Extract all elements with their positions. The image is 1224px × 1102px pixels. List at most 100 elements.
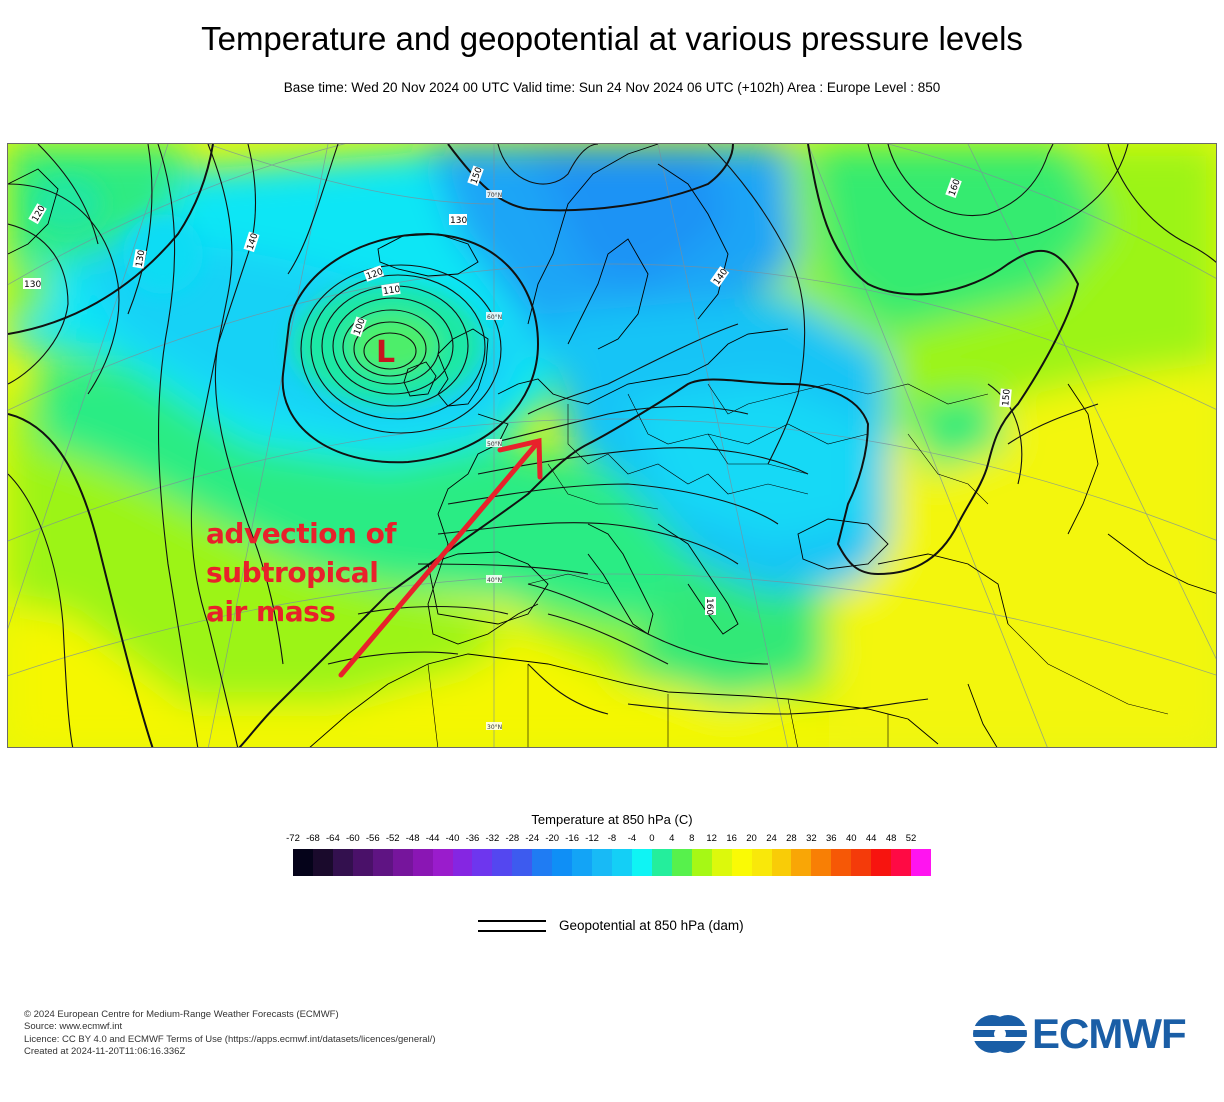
colorbar-swatch [592,849,612,876]
lat-label: 40°N [487,577,502,584]
ecmwf-logo-icon [972,1015,1028,1053]
colorbar-tick-label: -44 [425,833,440,844]
colorbar-tick-label: -48 [405,833,420,844]
contour-label: 130 [24,280,41,290]
colorbar [293,849,931,876]
colorbar-tick-label: -40 [445,833,460,844]
colorbar-tick-label: -60 [345,833,360,844]
annotation-line: air mass [206,595,336,628]
colorbar-swatch [691,849,712,876]
annotation-line: advection of [206,517,397,550]
contour-label: 130 [450,216,467,226]
colorbar-swatch [612,849,632,876]
colorbar-tick-label: -12 [585,833,599,844]
colorbar-swatch [771,849,792,876]
footer-created: Created at 2024-11-20T11:06:16.336Z [24,1045,186,1057]
geopotential-contours [8,144,1216,747]
map-svg: 150 130 140 130 120 110 100 130 140 160 … [8,144,1216,747]
annotation-line: subtropical [206,556,379,589]
lat-label: 30°N [487,724,502,731]
colorbar-tick-label: -32 [485,833,500,844]
footer-credits: © 2024 European Centre for Medium-Range … [24,1009,436,1058]
colorbar-tick-label: 20 [746,833,757,844]
colorbar-swatch [312,849,333,876]
colorbar-tick-label: -64 [326,833,340,844]
colorbar-tick-label: 40 [845,833,857,844]
colorbar-tick-label: -8 [607,833,617,844]
lat-label: 70°N [487,192,502,199]
colorbar-tick-label: 16 [726,833,737,844]
colorbar-swatch [532,849,553,876]
geopotential-legend-label: Geopotential at 850 hPa (dam) [559,918,744,933]
colorbar-tick-label: 8 [689,833,695,844]
colorbar-tick-label: -28 [505,833,520,844]
lat-label: 50°N [487,441,502,448]
advection-arrow [338,437,543,678]
footer-copyright: © 2024 European Centre for Medium-Range … [24,1009,339,1020]
colorbar-tick-label: 44 [865,833,877,844]
page-title: Temperature and geopotential at various … [201,20,1023,57]
colorbar-swatch [452,849,473,876]
colorbar-tick-label: 32 [806,833,817,844]
colorbar-swatch [392,849,413,876]
colorbar-swatch [851,849,872,876]
colorbar-swatch [412,849,433,876]
legend-line-swatch [478,930,546,932]
colorbar-tick-label: -24 [525,833,540,844]
ecmwf-logo: ECMWF [972,1010,1204,1057]
footer-licence: Licence: CC BY 4.0 and ECMWF Terms of Us… [24,1033,436,1045]
colorbar-swatch [631,849,652,876]
colorbar-swatch [572,849,593,876]
colorbar-tick-label: -56 [365,833,380,844]
colorbar-swatch [871,849,892,876]
colorbar-swatch [671,849,692,876]
colorbar-swatch [911,849,931,876]
colorbar-tick-label: 24 [766,833,777,844]
colorbar-swatch [332,849,353,876]
colorbar-swatch [651,849,672,876]
colorbar-swatch [512,849,533,876]
colorbar-swatch [492,849,513,876]
colorbar-swatch [472,849,493,876]
contour-label: 160 [704,598,714,615]
colorbar-tick-label: 0 [649,833,655,844]
colorbar-swatch [293,849,313,876]
colorbar-swatch [811,849,832,876]
colorbar-tick-label: -16 [565,833,579,844]
colorbar-swatch [731,849,752,876]
graticule [8,144,1216,747]
legend-line-swatch [478,920,546,922]
colorbar-tick-label: -52 [385,833,400,844]
colorbar-tick-label: -72 [286,833,300,844]
low-pressure-marker: L [376,335,395,370]
colorbar-title: Temperature at 850 hPa (C) [531,812,693,827]
colorbar-tick-label: -20 [545,833,560,844]
colorbar-swatch [352,849,373,876]
colorbar-tick-label: -68 [306,833,320,844]
colorbar-swatch [891,849,912,876]
colorbar-tick-label: 28 [786,833,797,844]
colorbar-swatch [432,849,453,876]
temperature-field [8,144,1216,747]
ecmwf-logo-text: ECMWF [1032,1010,1187,1057]
colorbar-tick-label: 52 [905,833,917,844]
colorbar-tick-label: 4 [669,833,675,844]
colorbar-tick-label: 12 [706,833,717,844]
footer-source: Source: www.ecmwf.int [24,1021,123,1033]
contour-label: 110 [383,285,402,297]
latitude-labels: 50°N 40°N 30°N 70°N 60°N [486,190,502,731]
colorbar-ticks: -72 -68 -64 -60 -56 -52 -48 -44 -40 -36 -32 -28 -24-… [283,833,943,847]
colorbar-swatch [751,849,772,876]
colorbar-tick-label: -4 [627,833,637,844]
colorbar-swatch [711,849,732,876]
colorbar-swatch [831,849,852,876]
page-subtitle: Base time: Wed 20 Nov 2024 00 UTC Valid … [283,80,941,95]
colorbar-tick-label: 36 [826,833,837,844]
geopotential-legend: Geopotential at 850 hPa (dam) [478,917,778,937]
contour-labels: 150 130 140 130 120 110 100 130 140 160 … [23,165,1013,615]
colorbar-tick-label: -36 [465,833,480,844]
map-annotation: advection of subtropical air mass [206,514,397,631]
lat-label: 60°N [487,314,502,321]
forecast-map[interactable]: 150 130 140 130 120 110 100 130 140 160 … [7,143,1217,748]
colorbar-tick-label: 48 [885,833,897,844]
